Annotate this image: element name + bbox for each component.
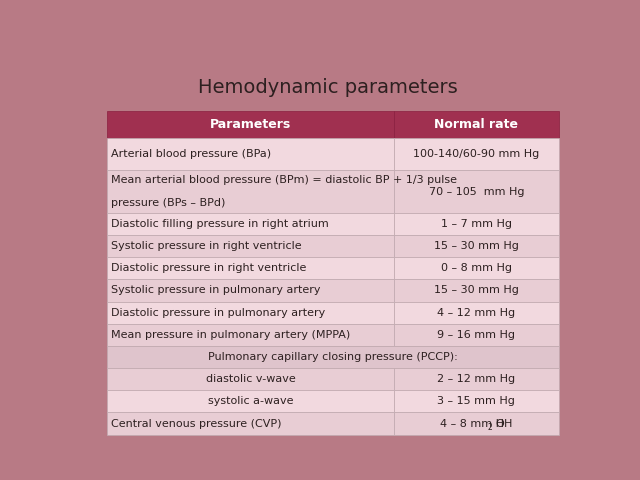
Bar <box>108 111 394 138</box>
Text: Mean arterial blood pressure (BPm) = diastolic BP + 1/3 pulse: Mean arterial blood pressure (BPm) = dia… <box>111 175 457 185</box>
Text: 0 – 8 mm Hg: 0 – 8 mm Hg <box>441 263 512 273</box>
Text: Mean pressure in pulmonary artery (MPPA): Mean pressure in pulmonary artery (MPPA) <box>111 330 351 340</box>
Text: Arterial blood pressure (BPa): Arterial blood pressure (BPa) <box>111 149 271 159</box>
Bar <box>108 279 394 301</box>
Text: 15 – 30 mm Hg: 15 – 30 mm Hg <box>434 286 518 296</box>
Bar <box>394 412 559 434</box>
Bar <box>394 235 559 257</box>
Text: 4 – 8 mm HH: 4 – 8 mm HH <box>440 419 513 429</box>
Bar <box>108 346 559 368</box>
Bar <box>108 324 394 346</box>
Text: 70 – 105  mm Hg: 70 – 105 mm Hg <box>429 187 524 197</box>
Text: Systolic pressure in right ventricle: Systolic pressure in right ventricle <box>111 241 302 251</box>
Text: Normal rate: Normal rate <box>435 118 518 131</box>
Text: Pulmonary capillary closing pressure (PCCP):: Pulmonary capillary closing pressure (PC… <box>208 352 458 362</box>
Text: 2 – 12 mm Hg: 2 – 12 mm Hg <box>437 374 515 384</box>
Bar <box>108 257 394 279</box>
Bar <box>394 279 559 301</box>
Bar <box>108 390 394 412</box>
Text: pressure (BPs – BPd): pressure (BPs – BPd) <box>111 199 226 208</box>
Text: 3 – 15 mm Hg: 3 – 15 mm Hg <box>437 396 515 407</box>
Bar <box>108 301 394 324</box>
Text: 100-140/60-90 mm Hg: 100-140/60-90 mm Hg <box>413 149 540 159</box>
Text: Diastolic filling pressure in right atrium: Diastolic filling pressure in right atri… <box>111 219 329 229</box>
Bar <box>394 138 559 170</box>
Bar <box>394 301 559 324</box>
Bar <box>394 213 559 235</box>
Bar <box>394 170 559 213</box>
Text: Diastolic pressure in right ventricle: Diastolic pressure in right ventricle <box>111 263 307 273</box>
Bar <box>394 257 559 279</box>
Text: Systolic pressure in pulmonary artery: Systolic pressure in pulmonary artery <box>111 286 321 296</box>
Bar <box>108 213 394 235</box>
Text: 4 – 12 mm Hg: 4 – 12 mm Hg <box>437 308 515 318</box>
Text: 9 – 16 mm Hg: 9 – 16 mm Hg <box>437 330 515 340</box>
Text: Diastolic pressure in pulmonary artery: Diastolic pressure in pulmonary artery <box>111 308 326 318</box>
Bar <box>108 138 394 170</box>
Bar <box>394 111 559 138</box>
Text: Parameters: Parameters <box>210 118 291 131</box>
Text: Central venous pressure (CVP): Central venous pressure (CVP) <box>111 419 282 429</box>
Text: 2: 2 <box>488 423 492 432</box>
Bar <box>108 170 394 213</box>
Bar <box>108 235 394 257</box>
Text: 1 – 7 mm Hg: 1 – 7 mm Hg <box>441 219 512 229</box>
Bar <box>394 390 559 412</box>
Text: O: O <box>495 419 504 429</box>
Text: 15 – 30 mm Hg: 15 – 30 mm Hg <box>434 241 518 251</box>
Text: Hemodynamic parameters: Hemodynamic parameters <box>198 78 458 97</box>
Bar <box>394 368 559 390</box>
Bar <box>394 324 559 346</box>
Text: diastolic v-wave: diastolic v-wave <box>205 374 296 384</box>
Bar <box>108 412 394 434</box>
Bar <box>108 368 394 390</box>
Text: systolic a-wave: systolic a-wave <box>208 396 293 407</box>
